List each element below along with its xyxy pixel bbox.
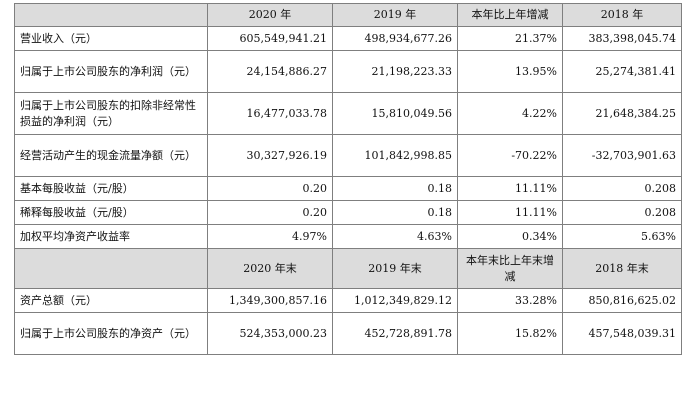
value-change: 13.95% xyxy=(457,50,563,93)
value-change: -70.22% xyxy=(457,134,563,177)
header-2019-end: 2019 年末 xyxy=(332,248,458,289)
value-2020: 24,154,886.27 xyxy=(207,50,333,93)
value-2018-end: 850,816,625.02 xyxy=(562,288,682,313)
value-2018: 0.208 xyxy=(562,176,682,201)
value-2018: 383,398,045.74 xyxy=(562,26,682,51)
value-2020: 0.20 xyxy=(207,200,333,225)
value-change: 21.37% xyxy=(457,26,563,51)
value-2019: 101,842,998.85 xyxy=(332,134,458,177)
table-row: 营业收入（元） 605,549,941.21 498,934,677.26 21… xyxy=(14,26,682,51)
header-row-annual: 2020 年 2019 年 本年比上年增减 2018 年 xyxy=(14,3,682,27)
table-row: 稀释每股收益（元/股） 0.20 0.18 11.11% 0.208 xyxy=(14,200,682,225)
value-2019-end: 1,012,349,829.12 xyxy=(332,288,458,313)
row-label: 归属于上市公司股东的净利润（元） xyxy=(14,50,208,93)
value-2018: -32,703,901.63 xyxy=(562,134,682,177)
value-change-end: 33.28% xyxy=(457,288,563,313)
table-row: 基本每股收益（元/股） 0.20 0.18 11.11% 0.208 xyxy=(14,176,682,201)
value-2019: 21,198,223.33 xyxy=(332,50,458,93)
header-yoy-change-end: 本年末比上年末增减 xyxy=(457,248,563,289)
value-2020: 605,549,941.21 xyxy=(207,26,333,51)
value-2019: 15,810,049.56 xyxy=(332,92,458,135)
table-row: 归属于上市公司股东的净资产（元） 524,353,000.23 452,728,… xyxy=(14,312,682,355)
header-2018: 2018 年 xyxy=(562,3,682,27)
row-label: 归属于上市公司股东的扣除非经常性损益的净利润（元） xyxy=(14,92,208,135)
header-2020-end: 2020 年末 xyxy=(207,248,333,289)
row-label: 加权平均净资产收益率 xyxy=(14,224,208,249)
value-2019: 498,934,677.26 xyxy=(332,26,458,51)
financial-summary-table-container: 2020 年 2019 年 本年比上年增减 2018 年 营业收入（元） 605… xyxy=(14,3,682,355)
table-row: 归属于上市公司股东的扣除非经常性损益的净利润（元） 16,477,033.78 … xyxy=(14,92,682,135)
row-label: 基本每股收益（元/股） xyxy=(14,176,208,201)
header-yoy-change: 本年比上年增减 xyxy=(457,3,563,27)
row-label: 稀释每股收益（元/股） xyxy=(14,200,208,225)
value-2020: 0.20 xyxy=(207,176,333,201)
value-change: 0.34% xyxy=(457,224,563,249)
row-label: 经营活动产生的现金流量净额（元） xyxy=(14,134,208,177)
value-2018-end: 457,548,039.31 xyxy=(562,312,682,355)
value-2019: 4.63% xyxy=(332,224,458,249)
row-label: 资产总额（元） xyxy=(14,288,208,313)
header-row-year-end: 2020 年末 2019 年末 本年末比上年末增减 2018 年末 xyxy=(14,248,682,289)
value-2020-end: 524,353,000.23 xyxy=(207,312,333,355)
header-2018-end: 2018 年末 xyxy=(562,248,682,289)
value-change: 4.22% xyxy=(457,92,563,135)
value-2020-end: 1,349,300,857.16 xyxy=(207,288,333,313)
value-2020: 16,477,033.78 xyxy=(207,92,333,135)
header-2020: 2020 年 xyxy=(207,3,333,27)
value-2020: 30,327,926.19 xyxy=(207,134,333,177)
header-2019: 2019 年 xyxy=(332,3,458,27)
header-label-cell xyxy=(14,248,208,289)
row-label: 营业收入（元） xyxy=(14,26,208,51)
value-2018: 0.208 xyxy=(562,200,682,225)
financial-summary-table: 2020 年 2019 年 本年比上年增减 2018 年 营业收入（元） 605… xyxy=(14,3,682,355)
value-change-end: 15.82% xyxy=(457,312,563,355)
value-2020: 4.97% xyxy=(207,224,333,249)
table-row: 资产总额（元） 1,349,300,857.16 1,012,349,829.1… xyxy=(14,288,682,313)
value-change: 11.11% xyxy=(457,176,563,201)
value-2019: 0.18 xyxy=(332,176,458,201)
table-row: 加权平均净资产收益率 4.97% 4.63% 0.34% 5.63% xyxy=(14,224,682,249)
value-2019-end: 452,728,891.78 xyxy=(332,312,458,355)
value-2018: 5.63% xyxy=(562,224,682,249)
header-label-cell xyxy=(14,3,208,27)
value-change: 11.11% xyxy=(457,200,563,225)
value-2018: 21,648,384.25 xyxy=(562,92,682,135)
table-row: 经营活动产生的现金流量净额（元） 30,327,926.19 101,842,9… xyxy=(14,134,682,177)
value-2018: 25,274,381.41 xyxy=(562,50,682,93)
value-2019: 0.18 xyxy=(332,200,458,225)
row-label: 归属于上市公司股东的净资产（元） xyxy=(14,312,208,355)
table-row: 归属于上市公司股东的净利润（元） 24,154,886.27 21,198,22… xyxy=(14,50,682,93)
